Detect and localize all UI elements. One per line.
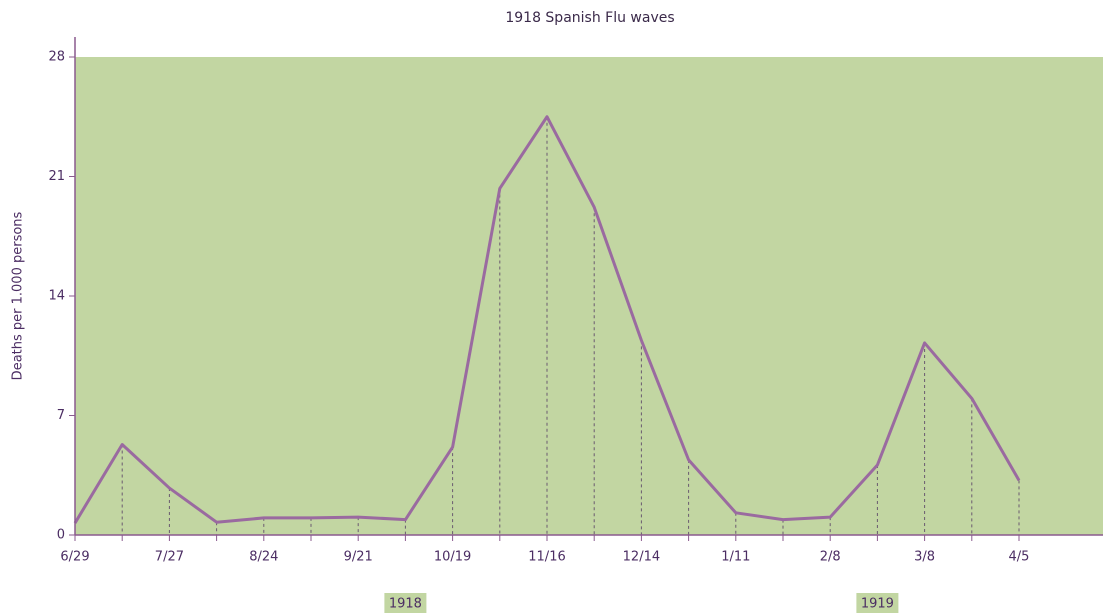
x-tick-label: 6/29 [60,550,89,565]
data-line [73,115,1021,524]
y-tick-label: 21 [48,169,65,184]
year-label: 1918 [389,597,422,612]
x-tick-label: 12/14 [623,550,660,565]
x-tick-label: 3/8 [914,550,935,565]
x-tick-label: 10/19 [434,550,471,565]
y-tick-label: 14 [48,289,65,304]
x-tick-label: 7/27 [155,550,184,565]
y-tick-label: 28 [48,50,65,65]
year-label: 1919 [861,597,894,612]
x-tick-label: 11/16 [528,550,565,565]
y-tick-label: 7 [57,408,65,423]
year-label-bg [856,593,899,613]
y-axis-label: Deaths per 1.000 persons [11,211,26,380]
chart-title: 1918 Spanish Flu waves [505,10,674,26]
year-label-bg [384,593,427,613]
x-tick-label: 8/24 [249,550,278,565]
x-tick-label: 1/11 [721,550,750,565]
x-tick-label: 4/5 [1009,550,1030,565]
y-tick-label: 0 [57,528,65,543]
x-tick-label: 2/8 [820,550,841,565]
plot-background [75,57,1103,535]
x-tick-label: 9/21 [344,550,373,565]
